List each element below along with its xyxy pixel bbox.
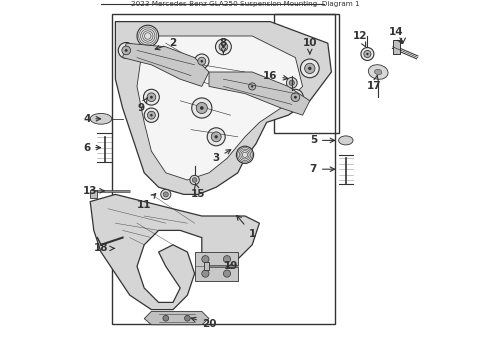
Text: 3: 3 xyxy=(213,150,231,163)
Circle shape xyxy=(294,96,297,99)
Circle shape xyxy=(286,77,297,88)
Circle shape xyxy=(118,42,134,58)
Text: 17: 17 xyxy=(368,76,382,91)
Text: 11: 11 xyxy=(137,194,156,210)
Circle shape xyxy=(364,50,371,58)
Polygon shape xyxy=(116,22,331,194)
Circle shape xyxy=(223,256,231,263)
Circle shape xyxy=(163,192,169,197)
Text: 15: 15 xyxy=(191,184,205,199)
Circle shape xyxy=(144,89,159,105)
Circle shape xyxy=(219,42,228,51)
Circle shape xyxy=(300,59,319,78)
Circle shape xyxy=(150,96,153,99)
Text: 4: 4 xyxy=(83,114,100,124)
Polygon shape xyxy=(137,36,303,180)
Circle shape xyxy=(200,60,203,63)
Ellipse shape xyxy=(339,136,353,145)
Bar xyxy=(204,262,209,270)
Bar xyxy=(274,14,339,133)
Circle shape xyxy=(236,146,254,163)
Text: 6: 6 xyxy=(83,143,100,153)
Text: 19: 19 xyxy=(223,261,238,271)
Circle shape xyxy=(192,177,197,182)
Polygon shape xyxy=(90,194,259,310)
Text: 1: 1 xyxy=(237,216,256,239)
Polygon shape xyxy=(195,252,238,281)
Text: 2: 2 xyxy=(155,38,177,50)
Ellipse shape xyxy=(90,113,112,124)
Circle shape xyxy=(147,111,155,119)
Circle shape xyxy=(196,103,207,113)
Circle shape xyxy=(147,93,156,102)
Circle shape xyxy=(190,175,199,185)
Circle shape xyxy=(361,48,374,60)
Circle shape xyxy=(216,39,231,55)
Polygon shape xyxy=(209,72,310,115)
Circle shape xyxy=(125,49,127,52)
Circle shape xyxy=(308,67,312,70)
Circle shape xyxy=(202,256,209,263)
Circle shape xyxy=(223,270,231,277)
Circle shape xyxy=(198,57,206,65)
Circle shape xyxy=(215,135,218,139)
Text: 20: 20 xyxy=(191,318,216,329)
Text: 14: 14 xyxy=(389,27,403,43)
Text: 7: 7 xyxy=(310,164,335,174)
Polygon shape xyxy=(392,40,400,54)
Circle shape xyxy=(291,93,300,102)
Circle shape xyxy=(248,83,256,90)
Circle shape xyxy=(245,80,259,93)
Circle shape xyxy=(251,85,253,87)
Polygon shape xyxy=(144,311,209,325)
Ellipse shape xyxy=(375,69,382,75)
Bar xyxy=(112,14,335,324)
Circle shape xyxy=(288,89,303,105)
Text: 9: 9 xyxy=(137,98,147,113)
Bar xyxy=(90,190,97,198)
Polygon shape xyxy=(122,43,209,86)
Circle shape xyxy=(185,315,190,321)
Circle shape xyxy=(163,315,169,321)
Circle shape xyxy=(195,54,209,68)
Text: 18: 18 xyxy=(94,243,114,253)
Circle shape xyxy=(211,132,221,142)
Circle shape xyxy=(202,270,209,277)
Circle shape xyxy=(137,25,159,47)
Circle shape xyxy=(192,98,212,118)
Circle shape xyxy=(122,46,130,55)
Text: 12: 12 xyxy=(353,31,368,47)
Circle shape xyxy=(161,189,171,199)
Circle shape xyxy=(144,108,159,122)
Circle shape xyxy=(366,53,368,55)
Text: 16: 16 xyxy=(263,71,288,81)
Text: 10: 10 xyxy=(302,38,317,54)
Text: 2023 Mercedes-Benz GLA250 Suspension Mounting  Diagram 1: 2023 Mercedes-Benz GLA250 Suspension Mou… xyxy=(131,1,359,7)
Circle shape xyxy=(207,128,225,146)
Circle shape xyxy=(150,114,153,117)
Text: 8: 8 xyxy=(220,38,227,54)
Circle shape xyxy=(222,45,225,48)
Circle shape xyxy=(289,80,294,85)
Circle shape xyxy=(200,106,204,110)
Circle shape xyxy=(305,63,315,73)
Text: 5: 5 xyxy=(310,135,335,145)
Ellipse shape xyxy=(368,65,388,79)
Text: 13: 13 xyxy=(83,186,104,196)
